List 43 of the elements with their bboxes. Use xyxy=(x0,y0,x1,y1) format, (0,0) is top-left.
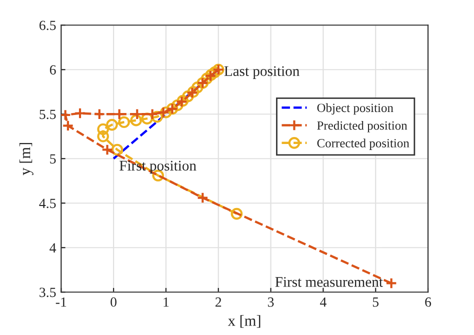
annotation: First measurement xyxy=(275,277,383,287)
point xyxy=(146,108,158,120)
point xyxy=(97,123,109,136)
x-tick-label: 0 xyxy=(110,297,116,307)
point xyxy=(74,107,86,120)
y-tick-label: 4 xyxy=(50,243,56,252)
y-tick-label: 4.5 xyxy=(39,198,56,208)
point xyxy=(111,144,124,156)
point xyxy=(101,144,114,156)
point xyxy=(151,110,163,123)
y-tick-label: 6.5 xyxy=(40,20,56,30)
point xyxy=(118,116,130,128)
point xyxy=(62,120,74,132)
point xyxy=(130,114,142,126)
point xyxy=(182,90,194,102)
point xyxy=(106,118,118,131)
point xyxy=(97,130,109,142)
point xyxy=(230,208,243,220)
legend-label: Predicted position xyxy=(317,120,408,132)
annotation: Last position xyxy=(224,66,300,80)
x-tick-label: 1 xyxy=(164,297,169,307)
x-tick-label: 2 xyxy=(216,297,222,307)
legend-label: Object position xyxy=(317,103,394,115)
y-tick-label: 5 xyxy=(50,154,56,164)
point xyxy=(196,192,209,204)
y-axis-title: y [m] xyxy=(19,143,34,176)
point xyxy=(385,277,398,290)
point xyxy=(94,108,106,120)
x-tick-label: 6 xyxy=(425,297,432,307)
point xyxy=(131,108,144,120)
point xyxy=(160,106,172,118)
legend-label: Corrected position xyxy=(317,138,410,150)
point xyxy=(141,112,154,124)
x-tick-label: 4 xyxy=(320,297,326,307)
x-tick-label: 3 xyxy=(268,297,274,307)
y-tick-label: 6 xyxy=(50,65,56,75)
x-tick-label: -1 xyxy=(56,297,66,307)
point xyxy=(113,108,126,120)
y-tick-label: 3.5 xyxy=(40,288,56,298)
y-tick-label: 5.5 xyxy=(40,110,56,120)
point xyxy=(157,106,170,118)
x-axis-title: x [m] xyxy=(228,315,260,328)
x-tick-label: 5 xyxy=(372,298,379,307)
